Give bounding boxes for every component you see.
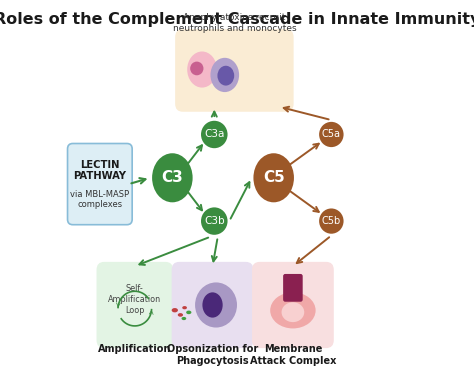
Ellipse shape bbox=[182, 317, 186, 320]
Ellipse shape bbox=[254, 153, 294, 202]
Ellipse shape bbox=[201, 207, 228, 235]
Text: Self-
Amplification
Loop: Self- Amplification Loop bbox=[108, 284, 161, 315]
Text: via MBL-MASP
complexes: via MBL-MASP complexes bbox=[70, 189, 129, 209]
Text: LECTIN
PATHWAY: LECTIN PATHWAY bbox=[73, 160, 127, 181]
Text: C5a: C5a bbox=[322, 129, 341, 140]
Ellipse shape bbox=[282, 302, 304, 322]
Text: Opsonization for
Phagocytosis: Opsonization for Phagocytosis bbox=[167, 344, 258, 366]
Ellipse shape bbox=[187, 51, 217, 88]
Ellipse shape bbox=[201, 121, 228, 148]
Text: Membrane
Attack Complex: Membrane Attack Complex bbox=[250, 344, 336, 366]
Ellipse shape bbox=[172, 308, 178, 312]
Ellipse shape bbox=[190, 62, 203, 75]
Ellipse shape bbox=[186, 311, 191, 314]
Text: C3b: C3b bbox=[204, 216, 225, 226]
Ellipse shape bbox=[178, 313, 183, 317]
Text: Roles of the Complement Cascade in Innate Immunity: Roles of the Complement Cascade in Innat… bbox=[0, 12, 474, 27]
FancyBboxPatch shape bbox=[283, 274, 303, 302]
FancyBboxPatch shape bbox=[175, 29, 293, 112]
Ellipse shape bbox=[210, 58, 239, 92]
FancyBboxPatch shape bbox=[172, 262, 254, 348]
Ellipse shape bbox=[182, 306, 187, 309]
Ellipse shape bbox=[202, 292, 223, 318]
Text: C3: C3 bbox=[162, 170, 183, 185]
Text: Anaphylatoxins recruit
neutrophils and monocytes: Anaphylatoxins recruit neutrophils and m… bbox=[173, 13, 296, 34]
Ellipse shape bbox=[319, 122, 344, 147]
Text: Amplification: Amplification bbox=[98, 344, 172, 354]
Ellipse shape bbox=[152, 153, 192, 202]
FancyBboxPatch shape bbox=[67, 144, 132, 225]
Ellipse shape bbox=[195, 282, 237, 327]
Ellipse shape bbox=[319, 209, 344, 234]
FancyBboxPatch shape bbox=[252, 262, 334, 348]
FancyBboxPatch shape bbox=[97, 262, 173, 348]
Text: C3a: C3a bbox=[204, 129, 225, 140]
Text: C5b: C5b bbox=[322, 216, 341, 226]
Text: C5: C5 bbox=[263, 170, 284, 185]
Ellipse shape bbox=[270, 292, 316, 329]
Ellipse shape bbox=[218, 66, 234, 85]
